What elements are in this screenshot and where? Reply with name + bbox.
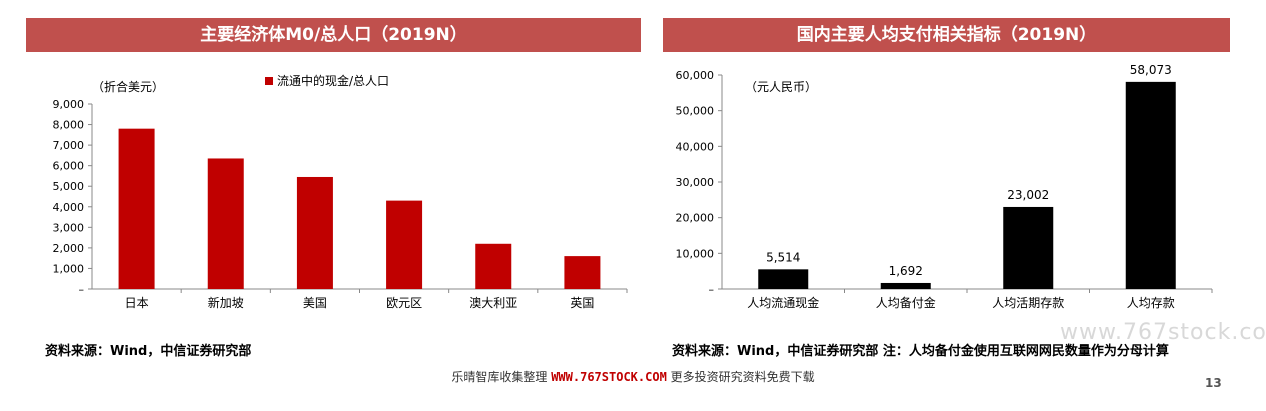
right-y-tick-label: 40,000 bbox=[676, 140, 715, 153]
legend-label: 流通中的现金/总人口 bbox=[277, 74, 390, 88]
left-y-tick-label: 9,000 bbox=[53, 98, 85, 111]
left-chart-title-banner: 主要经济体M0/总人口（2019N） bbox=[26, 18, 641, 52]
left-x-tick-label: 欧元区 bbox=[386, 296, 422, 310]
left-bar bbox=[475, 243, 512, 289]
left-y-tick-label: – bbox=[79, 283, 85, 296]
left-y-tick-label: 1,000 bbox=[53, 262, 85, 275]
left-y-tick-label: 3,000 bbox=[53, 221, 85, 234]
right-bar bbox=[1003, 206, 1054, 289]
footer-brand-link[interactable]: WWW.767STOCK.COM bbox=[551, 370, 667, 384]
left-x-tick-label: 新加坡 bbox=[208, 295, 244, 310]
left-chart-title: 主要经济体M0/总人口（2019N） bbox=[200, 25, 467, 45]
left-x-tick-label: 澳大利亚 bbox=[469, 296, 517, 310]
right-x-tick-label: 人均存款 bbox=[1127, 296, 1175, 310]
left-bar bbox=[296, 176, 333, 289]
page-number: 13 bbox=[1205, 376, 1222, 390]
right-x-tick-label: 人均活期存款 bbox=[992, 296, 1064, 310]
right-x-tick-label: 人均流通现金 bbox=[747, 295, 819, 310]
right-source-note: 资料来源：Wind，中信证券研究部 注：人均备付金使用互联网网民数量作为分母计算 bbox=[672, 344, 1169, 359]
left-y-tick-label: 8,000 bbox=[53, 119, 85, 132]
left-x-tick-label: 英国 bbox=[570, 296, 594, 310]
left-y-tick-label: 6,000 bbox=[53, 160, 85, 173]
right-data-label: 23,002 bbox=[1007, 188, 1049, 202]
left-legend: 流通中的现金/总人口 bbox=[265, 72, 389, 89]
right-chart-title-banner: 国内主要人均支付相关指标（2019N） bbox=[663, 18, 1230, 52]
legend-swatch bbox=[265, 76, 273, 85]
right-y-tick-label: 50,000 bbox=[676, 105, 715, 118]
right-data-label: 1,692 bbox=[889, 264, 923, 278]
right-bar bbox=[1125, 81, 1176, 290]
left-bar-chart: – 1,000 2,000 3,000 4,000 5,000 6,000 7,000 8,00… bbox=[53, 98, 628, 310]
left-bar bbox=[207, 158, 244, 289]
watermark: www.767stock.com bbox=[1060, 320, 1266, 345]
left-y-tick-label: 5,000 bbox=[53, 180, 85, 193]
right-bar bbox=[758, 269, 809, 289]
right-x-tick-label: 人均备付金 bbox=[876, 295, 936, 310]
left-bar bbox=[118, 128, 155, 289]
left-y-tick-label: 2,000 bbox=[53, 242, 85, 255]
right-chart-title: 国内主要人均支付相关指标（2019N） bbox=[796, 25, 1097, 45]
footer: 乐晴智库收集整理 WWW.767STOCK.COM 更多投资研究资料免费下载 bbox=[0, 368, 1266, 385]
left-y-tick-label: 4,000 bbox=[53, 201, 85, 214]
left-bar bbox=[564, 256, 601, 289]
right-unit-label: （元人民币） bbox=[745, 80, 818, 94]
left-y-tick-label: 7,000 bbox=[53, 139, 85, 152]
right-bar bbox=[880, 282, 931, 289]
right-data-label: 58,073 bbox=[1130, 63, 1172, 77]
right-y-tick-label: 60,000 bbox=[676, 69, 715, 82]
footer-suffix: 更多投资研究资料免费下载 bbox=[666, 370, 815, 384]
right-y-tick-label: 30,000 bbox=[676, 176, 715, 189]
footer-prefix: 乐晴智库收集整理 bbox=[451, 370, 552, 384]
left-x-tick-label: 美国 bbox=[303, 296, 327, 310]
left-unit-label: （折合美元） bbox=[92, 80, 165, 94]
right-y-tick-label: 20,000 bbox=[676, 212, 715, 225]
right-y-tick-label: – bbox=[709, 283, 715, 296]
right-bar-chart: – 10,000 20,000 30,000 40,000 50,000 60,000 人均流… bbox=[676, 63, 1213, 310]
left-source-note: 资料来源：Wind，中信证券研究部 bbox=[45, 344, 252, 359]
left-bar bbox=[386, 200, 423, 289]
right-y-tick-label: 10,000 bbox=[676, 247, 715, 260]
left-x-tick-label: 日本 bbox=[125, 296, 149, 310]
right-data-label: 5,514 bbox=[766, 250, 800, 264]
